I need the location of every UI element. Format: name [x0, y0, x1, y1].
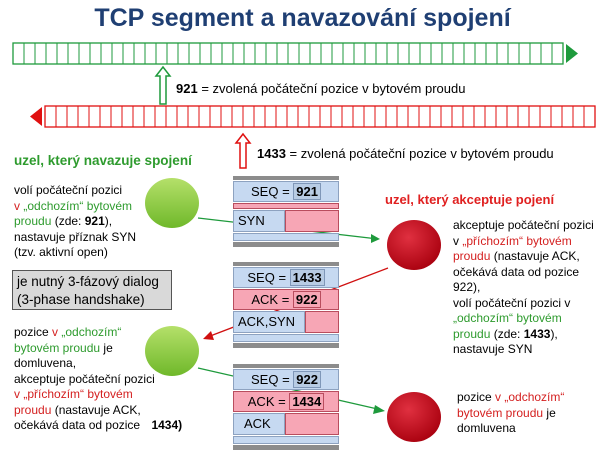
text-line: nastavuje příznak SYN — [14, 229, 137, 244]
flag-pad — [285, 413, 339, 435]
text-line: bytovém proudu je — [14, 340, 113, 355]
ack-flag: ACK — [233, 413, 285, 435]
flags-row: ACK,SYN — [233, 311, 339, 333]
ack-field: ACK = 1434 — [233, 391, 339, 412]
red-up-arrow — [234, 132, 252, 169]
flag-pad — [285, 210, 339, 232]
page-title: TCP segment a navazování spojení — [94, 4, 511, 32]
initiator-description-2: pozice v „odchozím“ bytovém proudu je do… — [14, 325, 182, 434]
incoming-byte-stream — [44, 105, 596, 128]
accepting-node-circle — [387, 220, 441, 270]
initiating-node-circle-2 — [145, 326, 199, 376]
flags-row: SYN — [233, 210, 339, 232]
text-line: očekává data od pozice — [453, 264, 580, 279]
text-line: proudu (zde: 921), — [14, 214, 113, 228]
text-line: 922), — [453, 280, 481, 294]
segment-body-bar — [233, 233, 339, 241]
incoming-start-value: 1433 — [257, 146, 286, 161]
initiating-node-title: uzel, který navazuje spojení — [14, 153, 192, 168]
text-line: proudu (nastavuje ACK, — [14, 402, 141, 417]
text-line: pozice v „odchozím“ — [14, 325, 122, 339]
text-line: „odchozím“ bytovém — [453, 311, 562, 325]
text-line: v „příchozím“ bytovém — [14, 387, 133, 401]
syn-flag: SYN — [233, 210, 285, 232]
segment-top-bar — [233, 176, 339, 180]
text-line: pozice v „odchozím“ — [457, 390, 565, 404]
red-arrow-head — [30, 107, 42, 126]
text-line: (tzv. aktivní open) — [14, 245, 108, 259]
segment-bottom-bar — [233, 445, 339, 450]
accepting-node-circle-2 — [387, 392, 441, 442]
green-up-arrow — [154, 65, 172, 105]
incoming-stream-label: 1433 = zvolená počáteční pozice v bytové… — [257, 146, 554, 161]
text-line: v „odchozím“ bytovém — [14, 198, 133, 213]
initiating-node-circle — [145, 178, 199, 228]
segment-body-bar — [233, 436, 339, 444]
handshake-note-box: je nutný 3-fázový dialog (3-phase handsh… — [12, 270, 172, 310]
text-line: proudu (nastavuje ACK, — [453, 249, 580, 263]
seq-field: SEQ = 1433 — [233, 267, 339, 288]
segment-body-bar — [233, 334, 339, 342]
accepting-node-title: uzel, který akceptuje pojení — [385, 192, 555, 207]
handshake-note-line: (3-phase handshake) — [17, 292, 145, 307]
initiator-description-1: volí počáteční pozici v „odchozím“ bytov… — [14, 183, 136, 261]
flag-pad — [305, 311, 339, 333]
segment-bottom-bar — [233, 242, 339, 247]
segment-top-bar — [233, 364, 339, 368]
text-line: volí počáteční pozici v — [453, 295, 571, 310]
outgoing-stream-label: 921 = zvolená počáteční pozice v bytovém… — [176, 81, 465, 96]
text-line: volí počáteční pozici — [14, 183, 123, 197]
outgoing-label-text: = zvolená počáteční pozice v bytovém pro… — [197, 81, 466, 96]
seq-field: SEQ = 922 — [233, 369, 339, 390]
text-line: domluvena, — [14, 356, 77, 370]
text-line: v „příchozím“ bytovém — [453, 233, 572, 248]
ack-field: ACK = 922 — [233, 289, 339, 310]
segment-top-bar — [233, 262, 339, 266]
ack-segment: SEQ = 922 ACK = 1434 ACK — [233, 364, 339, 450]
text-line: očekává data od pozice 1434) — [14, 418, 183, 432]
ack-syn-flag: ACK,SYN — [233, 311, 305, 333]
segment-bottom-bar — [233, 343, 339, 348]
text-line: nastavuje SYN — [453, 342, 533, 356]
text-line: bytovém proudu je — [457, 405, 556, 420]
outgoing-byte-stream — [12, 42, 564, 65]
text-line: akceptuje počáteční pozici — [453, 218, 594, 232]
acceptor-description-2: pozice v „odchozím“ bytovém proudu je do… — [457, 390, 564, 437]
flags-row: ACK — [233, 413, 339, 435]
handshake-note-line: je nutný 3-fázový dialog — [17, 274, 159, 289]
seq-field: SEQ = 921 — [233, 181, 339, 202]
syn-ack-segment: SEQ = 1433 ACK = 922 ACK,SYN — [233, 262, 339, 348]
text-line: akceptuje počáteční pozici — [14, 371, 155, 386]
outgoing-start-value: 921 — [176, 81, 198, 96]
syn-segment: SEQ = 921 SYN — [233, 176, 339, 247]
green-arrow-head — [566, 44, 578, 63]
text-line: proudu (zde: 1433), — [453, 326, 558, 341]
segment-mid-bar — [233, 203, 339, 209]
incoming-label-text: = zvolená počáteční pozice v bytovém pro… — [285, 146, 554, 161]
text-line: domluvena — [457, 421, 516, 435]
acceptor-description-1: akceptuje počáteční pozici v „příchozím“… — [453, 218, 594, 358]
